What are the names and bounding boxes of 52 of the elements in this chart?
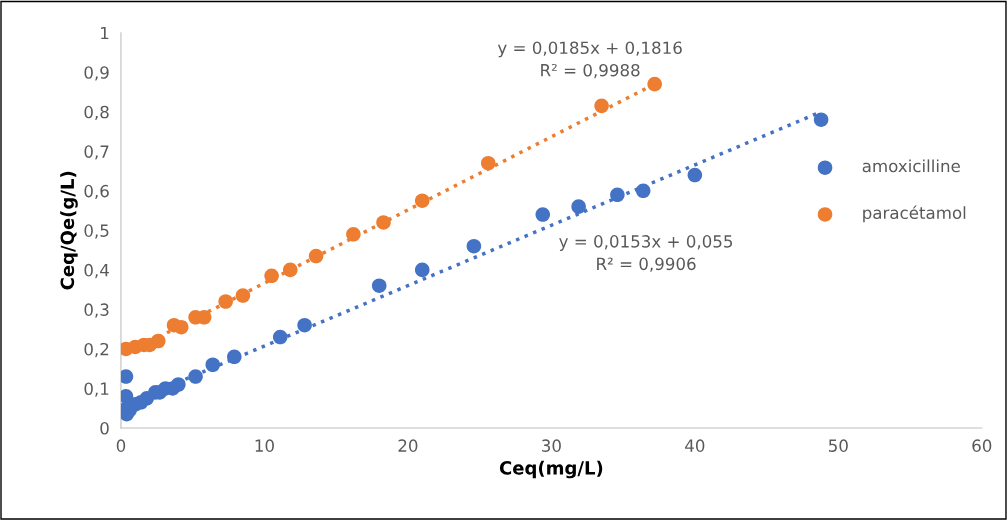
point — [466, 238, 482, 254]
legend-label: paracétamol — [863, 205, 966, 223]
point — [171, 377, 186, 392]
point — [635, 183, 651, 199]
point — [272, 329, 288, 345]
point — [480, 155, 496, 171]
y-tick-label: 0,6 — [84, 184, 109, 200]
point — [414, 262, 430, 278]
y-tick-label: 1 — [101, 26, 109, 40]
point — [346, 227, 361, 242]
y-tick-label: 0,3 — [84, 303, 109, 318]
y-tick-label: 0,7 — [84, 145, 109, 160]
annotation: y = 0,0185x + 0,1816 R² = 0,9988 — [497, 41, 682, 79]
y-tick-label: 0 — [100, 421, 109, 435]
point — [235, 288, 251, 303]
point — [414, 193, 430, 208]
y-tick-label: 0,9 — [84, 66, 109, 81]
x-tick-label: 20 — [398, 439, 418, 452]
point — [610, 187, 625, 203]
point — [264, 268, 279, 284]
annotation: y = 0,0153x + 0,055 R² = 0,9906 — [559, 235, 733, 272]
legend-label: amoxicilline — [862, 159, 960, 173]
point — [188, 369, 203, 384]
point — [205, 357, 221, 373]
x-tick-label: 50 — [829, 439, 848, 452]
point — [371, 278, 387, 293]
point — [647, 76, 662, 92]
x-tick-label: 0 — [116, 439, 126, 452]
x-tick-label: 60 — [972, 439, 992, 452]
y-tick-label: 0,2 — [84, 342, 109, 358]
point — [218, 294, 233, 309]
y-tick-label: 0,1 — [84, 382, 109, 397]
point — [376, 215, 391, 230]
point — [227, 349, 242, 365]
point — [571, 199, 586, 214]
y-tick-label: 0,4 — [84, 263, 109, 279]
point — [120, 369, 134, 384]
x-tick-label: 10 — [255, 439, 274, 452]
point — [282, 262, 298, 278]
point — [594, 98, 609, 114]
point — [687, 167, 703, 183]
y-axis-title: Ceq/Qe(g/L) — [60, 171, 78, 290]
point — [297, 317, 312, 333]
x-tick-label: 40 — [685, 439, 705, 452]
y-tick-label: 0,5 — [84, 224, 109, 239]
y-tick-label: 0,8 — [84, 105, 109, 121]
point — [150, 333, 166, 349]
x-tick-label: 30 — [542, 439, 561, 452]
point — [535, 207, 551, 222]
point — [308, 248, 324, 264]
point — [813, 112, 829, 127]
x-axis-title: Ceq(mg/L) — [499, 460, 603, 479]
